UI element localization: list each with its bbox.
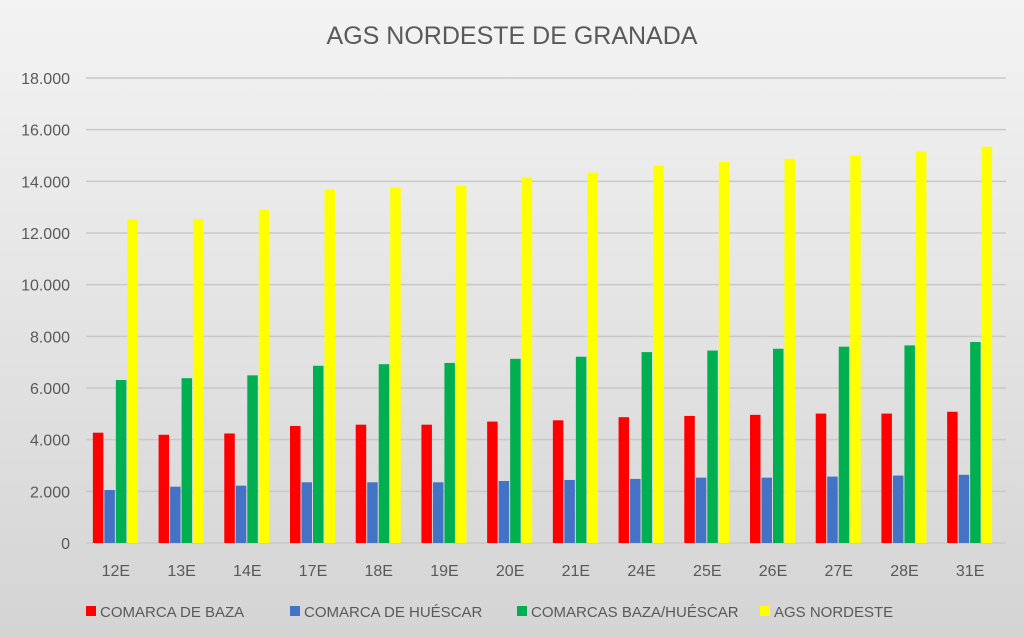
x-tick-label: 12E [102, 563, 130, 580]
bar-26E-0 [750, 414, 761, 543]
bar-18E-3 [390, 187, 401, 544]
x-tick-label: 20E [496, 563, 524, 580]
bar-20E-2 [510, 358, 521, 543]
x-axis: 12E 13E 14E 17E 18E 19E 20E 21E 24E 25E 26E 27E 28E 3… [102, 563, 985, 580]
legend-label: COMARCA DE BAZA [100, 604, 244, 621]
bar-14E-0 [224, 433, 235, 543]
bar-20E-3 [521, 177, 533, 543]
legend: COMARCA DE BAZA COMARCA DE HUÉSCAR COMARCA… [86, 604, 893, 621]
legend-swatch [86, 606, 96, 616]
x-tick-label: 31E [956, 563, 984, 580]
bar-19E-3 [455, 185, 467, 543]
bar-17E-0 [290, 425, 301, 543]
bar-25E-1 [695, 477, 707, 543]
bar-12E-2 [115, 379, 127, 543]
bar-12E-1 [104, 490, 115, 543]
bar-28E-0 [881, 413, 892, 543]
bar-28E-2 [904, 345, 915, 543]
bar-14E-2 [247, 375, 258, 543]
bar-25E-0 [684, 415, 695, 543]
y-tick-label: 10.000 [21, 278, 70, 295]
bar-19E-2 [444, 362, 455, 543]
legend-swatch [290, 606, 300, 616]
bar-17E-1 [301, 482, 312, 543]
bar-31E-1 [958, 474, 970, 543]
y-axis: 0 2.000 4.000 6.000 8.000 10.000 12.000 14.000 1… [21, 71, 70, 553]
bar-17E-2 [313, 365, 324, 543]
bars [92, 146, 993, 544]
y-tick-label: 6.000 [30, 381, 70, 398]
x-tick-label: 25E [693, 563, 721, 580]
bar-27E-1 [827, 476, 838, 543]
bar-21E-1 [564, 479, 575, 543]
bar-27E-2 [838, 346, 850, 543]
bar-24E-2 [641, 352, 653, 543]
y-tick-label: 2.000 [30, 484, 70, 501]
bar-13E-1 [170, 486, 181, 543]
bar-25E-3 [718, 161, 730, 544]
bar-31E-3 [981, 146, 993, 543]
legend-label: COMARCA DE HUÉSCAR [304, 604, 483, 621]
bar-27E-3 [850, 155, 861, 543]
bar-24E-1 [630, 478, 641, 543]
bar-13E-2 [181, 378, 193, 543]
bar-17E-3 [324, 189, 335, 543]
bar-28E-1 [892, 475, 904, 543]
y-tick-label: 4.000 [30, 433, 70, 450]
bar-19E-1 [432, 482, 444, 543]
bar-13E-0 [158, 434, 170, 543]
bar-21E-2 [575, 356, 587, 543]
bar-28E-3 [915, 151, 927, 543]
x-tick-label: 21E [562, 563, 590, 580]
y-tick-label: 0 [61, 536, 70, 553]
bar-14E-1 [235, 485, 247, 543]
x-tick-label: 13E [167, 563, 195, 580]
bar-27E-0 [815, 413, 827, 543]
bar-21E-3 [587, 172, 598, 544]
bar-12E-3 [127, 219, 138, 544]
bar-12E-0 [92, 432, 104, 543]
bar-26E-1 [761, 477, 772, 543]
bar-18E-0 [355, 424, 367, 543]
bar-25E-2 [707, 350, 718, 543]
gridlines [86, 77, 1006, 544]
y-tick-label: 16.000 [21, 123, 70, 140]
x-tick-label: 27E [824, 563, 852, 580]
legend-label: AGS NORDESTE [774, 604, 893, 621]
x-tick-label: 19E [430, 563, 458, 580]
bar-18E-1 [367, 482, 378, 543]
x-tick-label: 26E [759, 563, 787, 580]
bar-24E-3 [653, 165, 664, 543]
bar-19E-0 [421, 424, 432, 543]
legend-swatch [760, 606, 770, 616]
bar-31E-2 [970, 342, 981, 543]
bar-21E-0 [552, 420, 564, 543]
x-tick-label: 28E [890, 563, 918, 580]
y-tick-label: 12.000 [21, 226, 70, 243]
x-tick-label: 17E [299, 563, 327, 580]
bar-20E-1 [498, 481, 510, 543]
y-tick-label: 8.000 [30, 329, 70, 346]
legend-label: COMARCAS BAZA/HUÉSCAR [531, 604, 739, 621]
legend-swatch [517, 606, 527, 616]
bar-13E-3 [193, 219, 204, 544]
bar-14E-3 [258, 209, 270, 543]
x-tick-label: 24E [627, 563, 655, 580]
bar-20E-0 [487, 421, 498, 543]
bar-26E-2 [773, 348, 784, 543]
bar-18E-2 [378, 364, 390, 543]
y-tick-label: 18.000 [21, 71, 70, 88]
y-tick-label: 14.000 [21, 174, 70, 191]
bar-26E-3 [784, 158, 795, 543]
bar-24E-0 [618, 417, 630, 543]
x-tick-label: 14E [233, 563, 261, 580]
x-tick-label: 18E [364, 563, 392, 580]
bar-31E-0 [947, 411, 958, 543]
chart-title: AGS NORDESTE DE GRANADA [327, 22, 698, 50]
